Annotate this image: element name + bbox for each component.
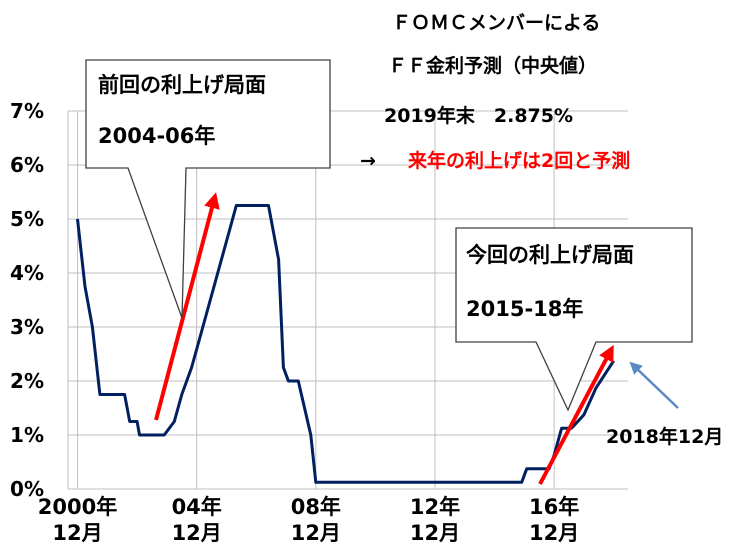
y-tick-label: 3% <box>10 315 44 339</box>
current-hike-trend-arrow <box>538 344 614 485</box>
current-hike-callout: 今回の利上げ局面 2015-18年 <box>455 227 693 412</box>
previous-hike-callout: 前回の利上げ局面 2004-06年 <box>85 59 331 319</box>
end-date-label: 2018年12月 <box>606 425 723 448</box>
x-tick-year: 12年 <box>410 495 460 519</box>
x-tick-month: 12月 <box>172 521 222 545</box>
y-tick-label: 6% <box>10 153 44 177</box>
x-tick-year: 04年 <box>172 495 222 519</box>
header-line3: 2019年末 2.875% <box>384 104 573 127</box>
x-tick-year: 08年 <box>291 495 341 519</box>
x-tick-month: 12月 <box>52 521 102 545</box>
y-tick-label: 5% <box>10 207 44 231</box>
header-arrow: → <box>360 150 376 172</box>
end-point-pointer-arrow <box>629 361 679 409</box>
x-tick-month: 12月 <box>529 521 579 545</box>
header-line4: 来年の利上げは2回と予測 <box>408 149 630 172</box>
y-tick-label: 0% <box>10 477 44 501</box>
previous-hike-trend-arrow <box>154 192 220 421</box>
previous-callout-title: 前回の利上げ局面 <box>98 73 266 97</box>
y-tick-label: 1% <box>10 423 44 447</box>
ff-rate-series-line <box>76 204 615 484</box>
x-tick-month: 12月 <box>410 521 460 545</box>
header-line2: ＦＦ金利予測（中央値） <box>388 54 597 77</box>
x-tick-year: 2000年 <box>38 495 117 519</box>
y-tick-label: 4% <box>10 261 44 285</box>
x-tick-month: 12月 <box>291 521 341 545</box>
series-group <box>76 204 615 484</box>
y-tick-label: 7% <box>10 99 44 123</box>
header-line1: ＦＯＭＣメンバーによる <box>392 12 600 34</box>
x-tick-year: 16年 <box>529 495 579 519</box>
y-axis-ticks: 0% 1% 2% 3% 4% 5% 6% 7% <box>10 99 44 501</box>
y-tick-label: 2% <box>10 369 44 393</box>
current-callout-years: 2015-18年 <box>466 297 583 321</box>
previous-callout-years: 2004-06年 <box>98 124 215 148</box>
current-callout-title: 今回の利上げ局面 <box>466 243 634 267</box>
